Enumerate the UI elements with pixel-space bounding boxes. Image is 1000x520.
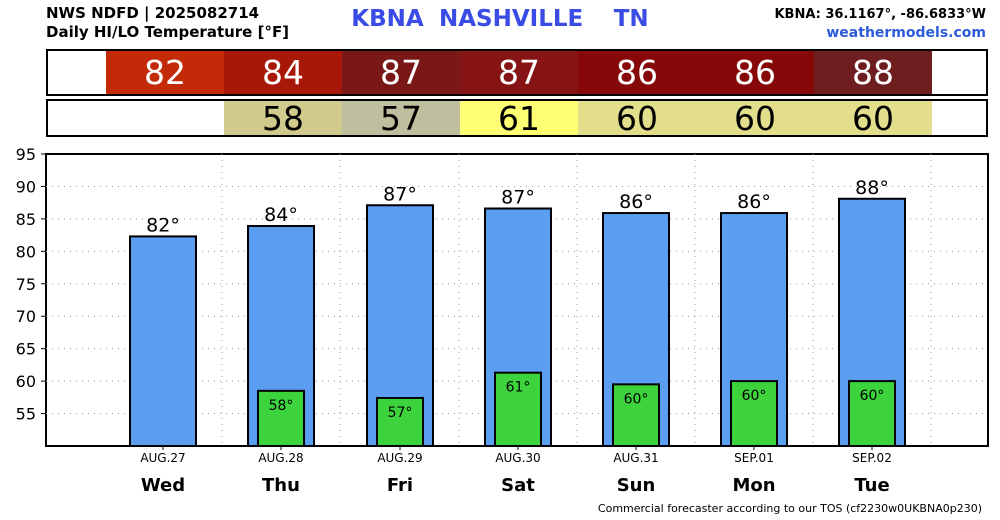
model-run-label: NWS NDFD | 2025082714 — [46, 4, 260, 22]
x-date-label: AUG.29 — [377, 451, 422, 465]
y-tick-label: 95 — [16, 145, 36, 164]
lo-value: 57 — [380, 98, 422, 138]
x-day-label: Sun — [617, 475, 656, 496]
header-info: NWS NDFD | 2025082714 Daily HI/LO Temper… — [46, 4, 289, 42]
lo-bar-label: 60° — [860, 388, 885, 404]
hi-cell: 87 — [342, 51, 460, 94]
hi-value: 86 — [616, 53, 658, 92]
lo-cell: 58 — [224, 98, 342, 138]
hi-cell: 86 — [578, 51, 696, 94]
station-coords: KBNA: 36.1167°, -86.6833°W — [774, 7, 986, 22]
header-right: KBNA: 36.1167°, -86.6833°W weathermodels… — [774, 5, 986, 43]
hi-cell: 88 — [814, 51, 932, 94]
hi-bar-label: 87° — [383, 183, 417, 205]
x-date-label: AUG.28 — [258, 451, 303, 465]
x-date-label: SEP.01 — [734, 451, 774, 465]
lo-cell: 61 — [460, 98, 578, 138]
station-id: KBNA — [351, 6, 424, 32]
lo-bar — [376, 396, 424, 447]
y-tick-label: 80 — [16, 242, 36, 261]
lo-bar-label: 60° — [742, 388, 767, 404]
y-tick-label: 70 — [16, 307, 36, 326]
footer-note: Commercial forecaster according to our T… — [597, 502, 982, 515]
hi-value: 87 — [498, 53, 540, 92]
product-title: Daily HI/LO Temperature [°F] — [46, 23, 290, 41]
y-tick-label: 65 — [16, 340, 36, 359]
state-code: TN — [613, 6, 649, 32]
x-day-label: Sat — [501, 475, 535, 496]
hi-value: 84 — [262, 53, 304, 92]
x-date-label: AUG.31 — [613, 451, 658, 465]
hi-cell: 86 — [696, 51, 814, 94]
lo-cell: 60 — [814, 98, 932, 138]
hi-cell: 87 — [460, 51, 578, 94]
lo-value: 61 — [498, 98, 540, 138]
hi-bar-label: 86° — [619, 191, 653, 213]
lo-value: 60 — [734, 98, 776, 138]
hi-temperature-row: 82 84 87 87 86 86 88 — [46, 49, 988, 96]
lo-bar-label: 57° — [388, 405, 413, 421]
lo-temperature-row: 58 57 61 60 60 60 — [46, 98, 988, 138]
location-title: KBNA NASHVILLE TN — [0, 6, 1000, 32]
lo-bar — [730, 380, 778, 447]
hi-value: 88 — [852, 53, 894, 92]
lo-bar-label: 61° — [506, 380, 531, 396]
x-day-label: Thu — [262, 475, 300, 496]
hi-value: 86 — [734, 53, 776, 92]
lo-cell: 60 — [578, 98, 696, 138]
hi-cell: 84 — [224, 51, 342, 94]
hi-value: 82 — [144, 53, 186, 92]
hi-bar-label: 87° — [501, 187, 535, 209]
hi-cell: 82 — [106, 51, 224, 94]
x-day-label: Wed — [141, 475, 185, 496]
hi-bar-label: 82° — [146, 214, 180, 236]
lo-cell: 57 — [342, 98, 460, 138]
lo-bar — [257, 389, 305, 448]
x-date-label: AUG.30 — [495, 451, 540, 465]
lo-value: 60 — [616, 98, 658, 138]
lo-cell: 60 — [696, 98, 814, 138]
x-date-label: AUG.27 — [140, 451, 185, 465]
x-date-label: SEP.02 — [852, 451, 892, 465]
lo-bar — [612, 383, 660, 448]
y-tick-label: 85 — [16, 210, 36, 229]
hi-bar-label: 84° — [264, 204, 298, 226]
y-tick-label: 55 — [16, 405, 36, 424]
hi-bar-label: 88° — [855, 177, 889, 199]
site-link[interactable]: weathermodels.com — [826, 25, 986, 41]
lo-value: 58 — [262, 98, 304, 138]
lo-bar-label: 60° — [624, 391, 649, 407]
city-name: NASHVILLE — [438, 6, 584, 32]
y-tick-label: 90 — [16, 177, 36, 196]
hi-value: 87 — [380, 53, 422, 92]
y-tick-label: 75 — [16, 275, 36, 294]
lo-bar — [848, 380, 896, 447]
hi-bar — [129, 235, 197, 447]
x-day-label: Mon — [732, 475, 775, 496]
lo-bar-label: 58° — [269, 398, 294, 414]
y-tick-label: 60 — [16, 372, 36, 391]
lo-value: 60 — [852, 98, 894, 138]
x-day-label: Fri — [387, 475, 413, 496]
hi-bar-label: 86° — [737, 191, 771, 213]
x-day-label: Tue — [854, 475, 889, 496]
